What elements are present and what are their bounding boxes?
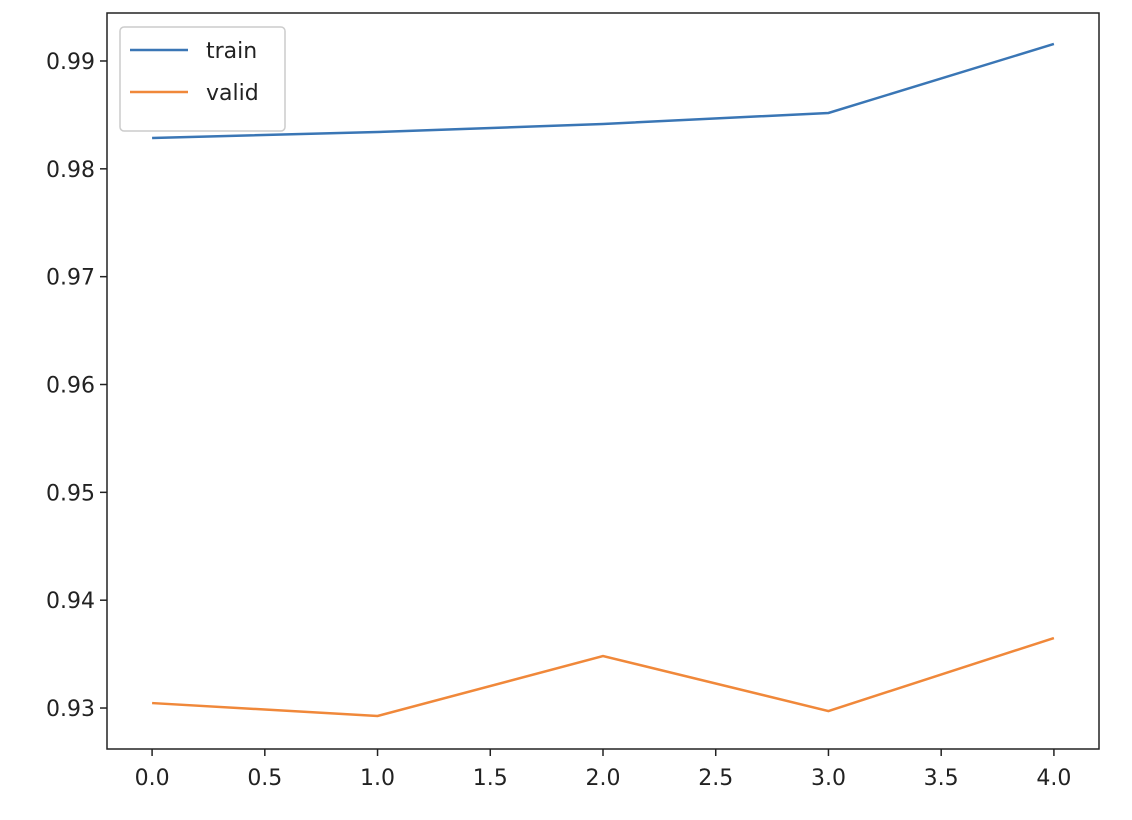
- x-tick-label: 2.5: [698, 766, 733, 791]
- series-line: [152, 42, 1055, 140]
- y-tick-label: 0.96: [46, 374, 95, 399]
- y-tick-label: 0.95: [46, 481, 95, 506]
- plot-frame: [106, 12, 1100, 750]
- x-tick-label: 1.0: [360, 766, 395, 791]
- series-line: [152, 636, 1055, 718]
- legend-label: train: [206, 39, 257, 64]
- x-tick-label: 3.5: [924, 766, 959, 791]
- legend-box: [119, 26, 286, 132]
- y-tick-label: 0.93: [46, 697, 95, 722]
- y-tick-label: 0.94: [46, 589, 95, 614]
- legend: train valid: [119, 26, 286, 132]
- x-tick-label: 3.0: [811, 766, 846, 791]
- y-tick-label: 0.99: [46, 50, 95, 75]
- x-tick-label: 4.0: [1036, 766, 1071, 791]
- x-tick-label: 0.5: [247, 766, 282, 791]
- x-tick-label: 0.0: [135, 766, 170, 791]
- y-tick-label: 0.98: [46, 158, 95, 183]
- y-tick-label: 0.97: [46, 266, 95, 291]
- legend-label: valid: [206, 81, 259, 106]
- x-tick-label: 2.0: [586, 766, 621, 791]
- x-tick-label: 1.5: [473, 766, 508, 791]
